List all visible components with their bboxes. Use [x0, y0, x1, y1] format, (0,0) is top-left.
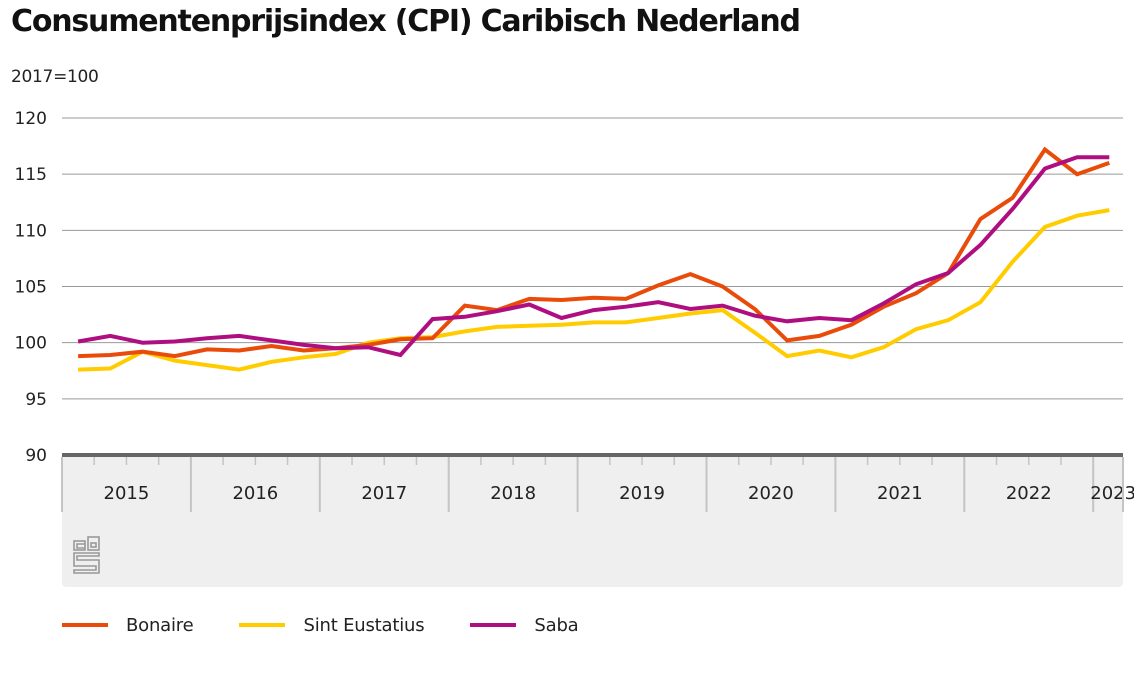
x-tick-label: 2020: [748, 483, 794, 504]
x-tick-label: 2018: [490, 483, 536, 504]
y-tick-label: 105: [15, 278, 47, 298]
y-tick-label: 115: [15, 165, 47, 185]
legend-label: Saba: [534, 614, 579, 636]
gridlines: [62, 117, 1123, 400]
legend-item-sint-eustatius[interactable]: Sint Eustatius: [239, 614, 425, 636]
series-line-sint-eustatius: [78, 208, 1110, 372]
cbs-logo-icon: [73, 536, 100, 574]
y-tick-label: 100: [15, 334, 47, 354]
series-line-saba: [77, 155, 1110, 358]
x-tick-label: 2023: [1090, 483, 1134, 504]
legend-swatch-bonaire: [62, 623, 108, 627]
x-axis-panel: 2015 2016 2017 2018 2019 2020 2021 2022 2023: [61, 453, 1134, 587]
legend-label: Bonaire: [126, 614, 194, 636]
legend-swatch-saba: [470, 623, 517, 627]
x-tick-label: 2019: [619, 483, 665, 504]
y-axis-ticks: 90 95 100 105 110 115 120: [15, 109, 47, 466]
x-tick-label: 2015: [104, 483, 150, 504]
chart-title: Consumentenprijsindex (CPI) Caribisch Ne…: [11, 4, 801, 39]
x-tick-label: 2021: [877, 483, 923, 504]
legend-item-saba[interactable]: Saba: [470, 614, 579, 636]
y-tick-label: 95: [25, 390, 47, 410]
x-tick-label: 2022: [1006, 483, 1052, 504]
legend-item-bonaire[interactable]: Bonaire: [62, 614, 194, 636]
series-line-bonaire: [78, 146, 1110, 359]
legend-swatch-sint-eustatius: [239, 623, 286, 627]
y-tick-label: 120: [15, 109, 47, 129]
legend: Bonaire Sint Eustatius Saba: [62, 612, 625, 638]
x-tick-label: 2016: [232, 483, 278, 504]
y-tick-label: 110: [15, 221, 47, 241]
x-axis-background: [62, 455, 1123, 587]
series-lines: [77, 146, 1110, 372]
y-axis-unit-label: 2017=100: [11, 67, 99, 87]
x-tick-label: 2017: [361, 483, 407, 504]
legend-label: Sint Eustatius: [303, 614, 425, 636]
y-tick-label: 90: [25, 446, 47, 466]
